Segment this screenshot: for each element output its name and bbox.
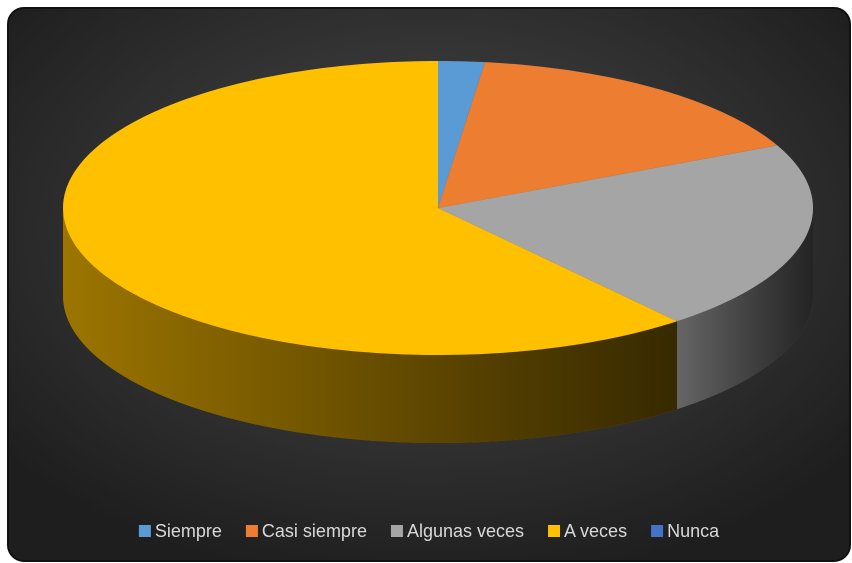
legend-swatch <box>138 525 151 537</box>
pie-slice <box>438 145 813 322</box>
legend-swatch <box>245 525 258 537</box>
pie-tops <box>63 61 813 355</box>
legend-label: Siempre <box>155 521 222 541</box>
legend-label: A veces <box>564 521 627 541</box>
legend-swatch <box>651 525 664 537</box>
legend-label: Algunas veces <box>407 521 524 541</box>
pie-side-shade <box>63 208 678 443</box>
legend: Siempre Casi siempre Algunas veces A veces N… <box>138 521 720 541</box>
legend-swatch <box>548 525 561 537</box>
pie-slice <box>438 62 778 208</box>
pie-sides <box>63 208 813 443</box>
pie-side-shade <box>677 208 813 410</box>
pie-slice <box>63 61 678 355</box>
legend-label: Nunca <box>667 521 720 541</box>
pie-slice <box>438 61 485 208</box>
legend-swatch <box>390 525 403 537</box>
legend-label: Casi siempre <box>262 521 367 541</box>
